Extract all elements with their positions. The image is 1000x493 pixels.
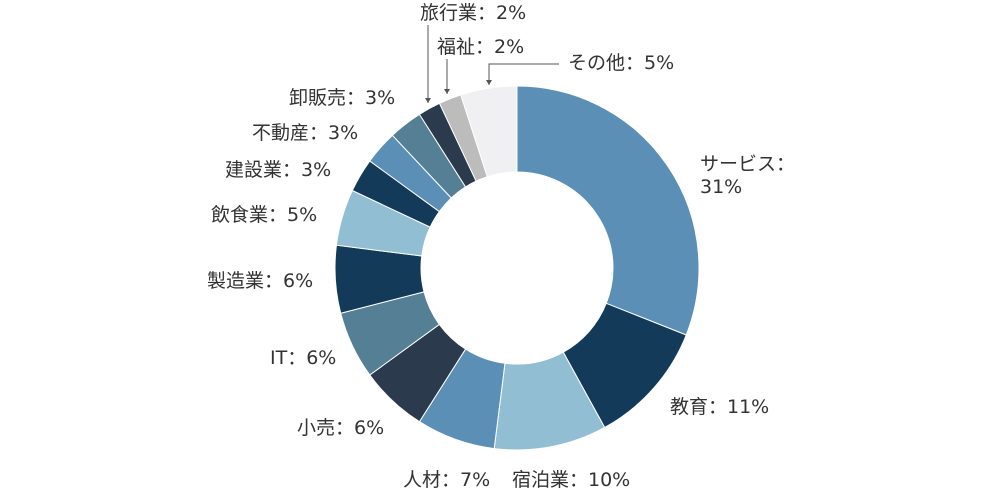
slice-label-2: 宿泊業：10% [512, 469, 630, 491]
slice-label-7: 飲食業：5% [211, 204, 317, 226]
slice-label-3: 人材：7% [403, 469, 490, 491]
donut-slices [334, 85, 700, 451]
slice-label-5: IT：6% [270, 347, 336, 369]
slice-0 [516, 85, 700, 336]
slice-label-1: 教育：11% [670, 396, 769, 418]
slice-label-0: サービス： 31% [700, 153, 795, 198]
leader-line-13 [488, 63, 559, 85]
slice-label-9: 不動産：3% [252, 122, 358, 144]
slice-label-4: 小売：6% [297, 417, 384, 439]
slice-label-8: 建設業：3% [225, 159, 331, 181]
slice-label-12: 福祉：2% [437, 36, 524, 58]
leader-arrow-11 [425, 98, 431, 103]
slice-13 [460, 85, 518, 178]
slice-label-6: 製造業：6% [207, 270, 313, 292]
slice-labels: サービス： 31% 教育：11% 宿泊業：10% 人材：7% 小売：6% IT：6% 製造業：… [207, 2, 795, 491]
leader-arrow-13 [486, 80, 492, 85]
leader-arrow-12 [444, 89, 450, 94]
slice-label-11: 旅行業：2% [420, 2, 526, 24]
leader-lines [425, 25, 559, 103]
slice-label-10: 卸販売：3% [289, 87, 395, 109]
slice-label-13: その他：5% [568, 52, 674, 74]
